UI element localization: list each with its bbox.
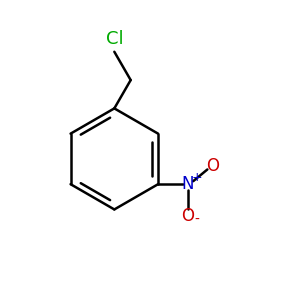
Text: +: +: [192, 171, 202, 184]
Text: O: O: [181, 207, 194, 225]
Text: O: O: [206, 158, 219, 175]
Text: -: -: [194, 213, 199, 227]
Text: Cl: Cl: [106, 30, 123, 48]
Text: N: N: [182, 175, 194, 193]
